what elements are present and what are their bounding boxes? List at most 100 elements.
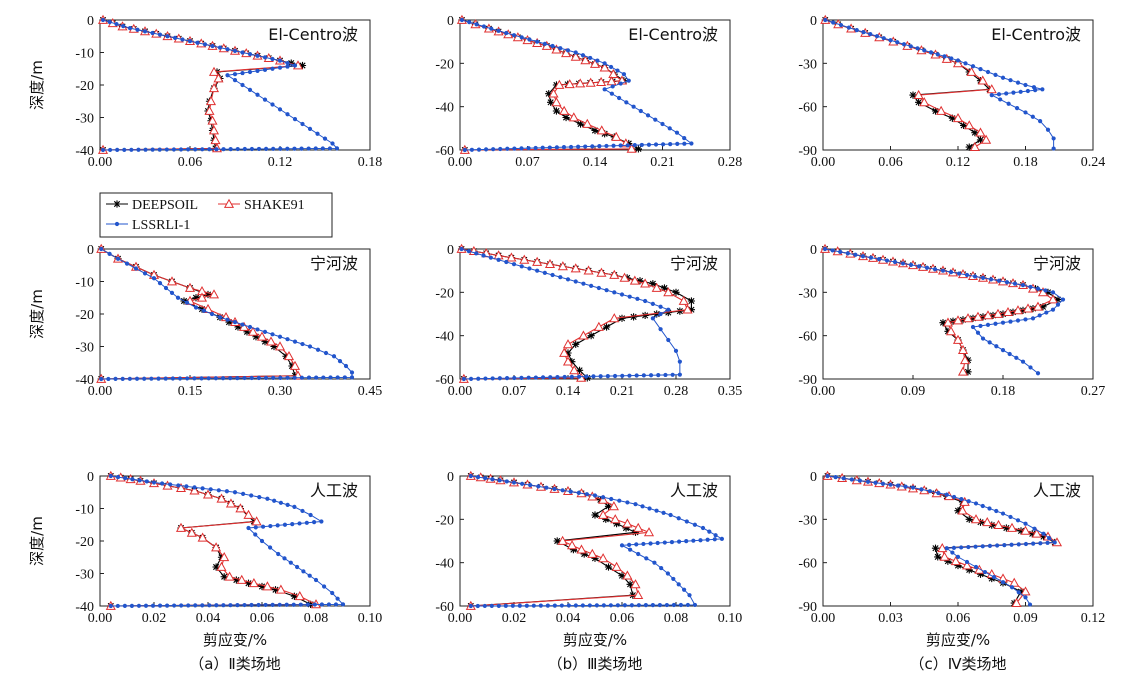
data-point (246, 525, 251, 531)
data-point (200, 603, 205, 608)
data-point (584, 374, 589, 379)
data-point (641, 373, 646, 378)
data-point (253, 525, 258, 530)
data-point (596, 76, 607, 86)
data-point (277, 334, 283, 339)
panel-title: 人工波 (1033, 481, 1081, 500)
data-point (952, 334, 964, 344)
data-point (214, 147, 219, 152)
data-point (184, 484, 189, 489)
data-point (950, 550, 955, 555)
data-point (609, 269, 620, 279)
data-point (466, 249, 471, 254)
data-point (1038, 119, 1043, 124)
data-point (615, 603, 620, 608)
data-point (576, 120, 585, 128)
data-point (1000, 348, 1006, 353)
data-point (909, 91, 917, 99)
y-axis-label: 深度/m (28, 60, 46, 110)
data-point (504, 479, 509, 484)
data-point (573, 279, 578, 284)
data-point (674, 130, 680, 135)
data-point (1004, 280, 1010, 285)
legend-marker (223, 198, 235, 208)
data-point (591, 511, 599, 519)
data-point (559, 105, 570, 115)
data-point (643, 603, 648, 608)
data-point (482, 603, 487, 609)
data-point (671, 602, 676, 608)
data-point (567, 540, 578, 550)
data-point (651, 282, 662, 292)
data-point (115, 256, 121, 261)
data-point (1039, 303, 1047, 311)
data-point (661, 510, 666, 515)
data-point (265, 336, 277, 346)
data-point (915, 98, 923, 106)
data-point (643, 527, 655, 537)
data-point (587, 332, 595, 340)
data-point (511, 480, 517, 485)
data-point (498, 146, 503, 152)
data-point (957, 505, 968, 515)
data-point (1012, 281, 1018, 286)
data-point (200, 486, 205, 491)
y-tick-label: -20 (435, 513, 454, 528)
series-shake91 (456, 243, 693, 383)
data-point (980, 336, 986, 341)
data-point (506, 252, 517, 262)
data-point (1011, 90, 1016, 95)
data-point (526, 375, 531, 380)
data-point (225, 47, 230, 52)
data-point (531, 603, 536, 608)
series-lssrli-1 (822, 246, 1066, 376)
data-point (554, 145, 559, 150)
data-point (168, 482, 173, 487)
data-point (636, 603, 641, 608)
data-point (684, 539, 689, 544)
data-point (576, 374, 582, 379)
data-point (275, 584, 286, 594)
data-point (107, 251, 112, 256)
y-tick-label: 0 (447, 14, 454, 29)
data-point (963, 61, 968, 66)
data-point (617, 498, 622, 503)
data-point (684, 519, 689, 524)
data-point (962, 313, 974, 323)
data-point (207, 147, 212, 152)
data-point (232, 576, 240, 584)
data-point (650, 603, 655, 608)
data-point (170, 376, 175, 381)
data-point (278, 500, 283, 505)
x-tick-label: 0.10 (718, 611, 743, 626)
data-point (973, 564, 979, 570)
data-point (989, 311, 997, 320)
x-tick-label: 0.02 (502, 611, 527, 626)
data-point (989, 93, 994, 98)
series-lssrli-1 (459, 17, 694, 153)
data-point (592, 493, 598, 498)
data-point (261, 338, 269, 346)
x-tick-label: 0.30 (268, 384, 293, 399)
data-point (868, 32, 873, 37)
data-point (919, 487, 924, 492)
data-point (682, 587, 687, 592)
data-point (618, 572, 626, 580)
data-point (136, 603, 142, 608)
data-point (200, 147, 205, 152)
data-point (1045, 540, 1050, 545)
panel-title: 宁河波 (670, 254, 718, 273)
chart-panel-5: 0.00 0.09 0.18 0.27 0 -30 -60 -90 宁河波 (798, 243, 1105, 399)
y-tick-label: -60 (798, 101, 817, 116)
data-point (861, 30, 866, 35)
data-point (243, 509, 254, 519)
x-tick-label: 0.00 (448, 611, 473, 626)
data-point (970, 514, 982, 524)
data-point (143, 147, 148, 152)
data-point (225, 498, 236, 508)
x-tick-label: 0.14 (583, 155, 608, 170)
data-point (884, 258, 890, 263)
data-point (196, 292, 208, 302)
data-point (633, 522, 644, 532)
data-point (621, 72, 627, 77)
